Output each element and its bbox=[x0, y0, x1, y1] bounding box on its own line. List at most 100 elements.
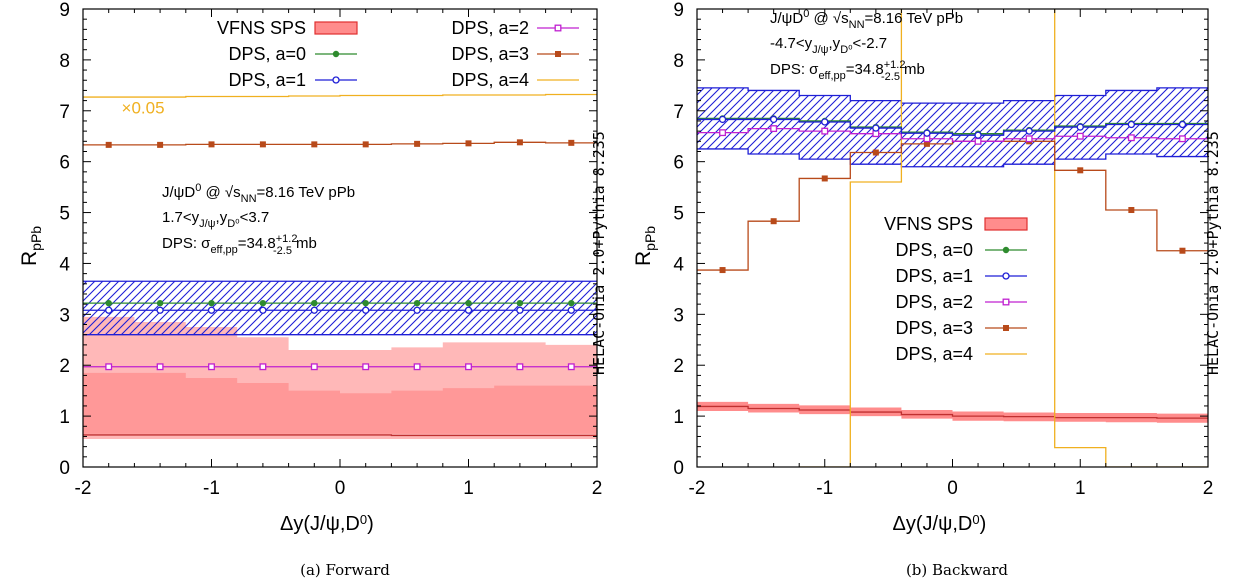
y-tick-label: 1 bbox=[59, 407, 70, 428]
data-point bbox=[259, 363, 267, 371]
series-line-DPS, a=1 bbox=[697, 118, 1208, 136]
data-point bbox=[1128, 207, 1135, 214]
legend-label: DPS, a=1 bbox=[228, 70, 306, 90]
data-point bbox=[105, 141, 112, 148]
legend-swatch bbox=[314, 21, 358, 35]
legend-label: VFNS SPS bbox=[217, 18, 306, 38]
data-point bbox=[567, 306, 575, 314]
y-axis-label: RpPb bbox=[18, 226, 44, 266]
data-point bbox=[465, 140, 472, 147]
y-tick-label: 2 bbox=[59, 356, 70, 377]
data-point bbox=[1025, 127, 1033, 135]
data-point bbox=[465, 299, 472, 307]
data-point bbox=[105, 306, 113, 314]
legend-label: DPS, a=0 bbox=[228, 44, 306, 64]
plot-area bbox=[83, 93, 597, 440]
info-line-1: J/ψD0 @ √sNN=8.16 TeV pPb bbox=[162, 182, 355, 205]
data-point bbox=[1025, 135, 1033, 143]
info-line-1: J/ψD0 @ √sNN=8.16 TeV pPb bbox=[770, 8, 963, 31]
x-tick-label: 2 bbox=[1203, 478, 1214, 499]
data-point bbox=[105, 363, 113, 371]
data-point bbox=[872, 149, 879, 156]
y-tick-label: 5 bbox=[673, 204, 684, 225]
data-point bbox=[1179, 135, 1186, 143]
x-tick-label: 0 bbox=[947, 478, 958, 499]
info-line-3-unit: mb bbox=[296, 235, 317, 252]
dps-band bbox=[83, 281, 597, 335]
legend-label: DPS, a=3 bbox=[895, 318, 973, 338]
data-point bbox=[1127, 134, 1135, 142]
data-point bbox=[516, 299, 524, 307]
data-point bbox=[105, 299, 112, 307]
x-tick-label: -2 bbox=[75, 478, 92, 499]
caption: (b) Backward bbox=[906, 561, 1008, 579]
data-point bbox=[311, 299, 318, 307]
data-point bbox=[718, 115, 727, 124]
y-tick-label: 3 bbox=[673, 305, 684, 326]
legend-label: DPS, a=0 bbox=[895, 240, 973, 260]
data-point bbox=[923, 129, 931, 137]
x-tick-label: 0 bbox=[335, 478, 346, 499]
data-point bbox=[156, 363, 164, 371]
data-point bbox=[974, 137, 982, 145]
data-point bbox=[516, 363, 524, 371]
data-point bbox=[208, 299, 215, 307]
y-tick-label: 4 bbox=[673, 254, 684, 275]
legend-label: VFNS SPS bbox=[884, 214, 973, 234]
data-point bbox=[567, 363, 575, 371]
x-tick-label: -2 bbox=[689, 478, 706, 499]
data-point bbox=[1179, 247, 1186, 254]
data-point bbox=[872, 124, 880, 132]
scale-annotation: ×0.05 bbox=[122, 98, 165, 117]
x-axis-label: Δy(J/ψ,D0) bbox=[893, 512, 987, 535]
data-point bbox=[259, 306, 267, 314]
x-tick-label: 2 bbox=[592, 478, 603, 499]
caption: (a) Forward bbox=[300, 561, 390, 579]
x-axis-label: Δy(J/ψ,D0) bbox=[280, 512, 374, 535]
y-tick-label: 6 bbox=[673, 153, 684, 174]
legend-marker bbox=[1002, 272, 1010, 280]
data-point bbox=[310, 306, 318, 314]
series-line-DPS, a=4 bbox=[83, 93, 597, 98]
data-point bbox=[719, 129, 726, 137]
legend-marker bbox=[332, 76, 340, 84]
data-point bbox=[516, 306, 524, 314]
legend-label: DPS, a=1 bbox=[895, 266, 973, 286]
data-point bbox=[770, 218, 777, 225]
y-tick-label: 9 bbox=[673, 0, 684, 21]
data-point bbox=[1076, 132, 1084, 140]
y-tick-label: 1 bbox=[673, 407, 684, 428]
y-tick-label: 7 bbox=[673, 102, 684, 123]
data-point bbox=[208, 141, 215, 148]
data-point bbox=[719, 267, 726, 274]
x-tick-label: 1 bbox=[1075, 478, 1086, 499]
data-point bbox=[156, 306, 164, 314]
y-tick-label: 2 bbox=[673, 356, 684, 377]
dps-band bbox=[697, 87, 1208, 167]
data-point bbox=[821, 118, 829, 126]
data-point bbox=[770, 115, 778, 124]
legend-marker bbox=[1002, 246, 1010, 254]
info-line-3-minus: -2.5 bbox=[273, 245, 292, 257]
legend-marker bbox=[1003, 325, 1009, 331]
info-line-2: -4.7<yJ/ψ,yD⁰<-2.7 bbox=[770, 35, 887, 56]
series-line-DPS, a=2 bbox=[697, 127, 1208, 142]
data-point bbox=[413, 363, 421, 371]
sps-inner-band bbox=[83, 372, 597, 434]
legend-label: DPS, a=2 bbox=[895, 292, 973, 312]
data-point bbox=[362, 363, 370, 371]
legend-swatch bbox=[984, 217, 1028, 231]
generator-label: HELAC-Onia 2.0+Pythia 8.235 bbox=[1204, 131, 1222, 375]
sps-central-line bbox=[83, 434, 597, 437]
legend-marker bbox=[554, 24, 562, 32]
y-tick-label: 7 bbox=[59, 102, 70, 123]
data-point bbox=[465, 363, 472, 371]
data-point bbox=[770, 125, 778, 133]
legend-marker bbox=[555, 51, 561, 57]
legend-label: DPS, a=2 bbox=[451, 18, 529, 38]
data-point bbox=[259, 299, 267, 307]
y-tick-label: 0 bbox=[673, 458, 684, 479]
legend-label: DPS, a=3 bbox=[451, 44, 529, 64]
data-point bbox=[1127, 120, 1135, 129]
